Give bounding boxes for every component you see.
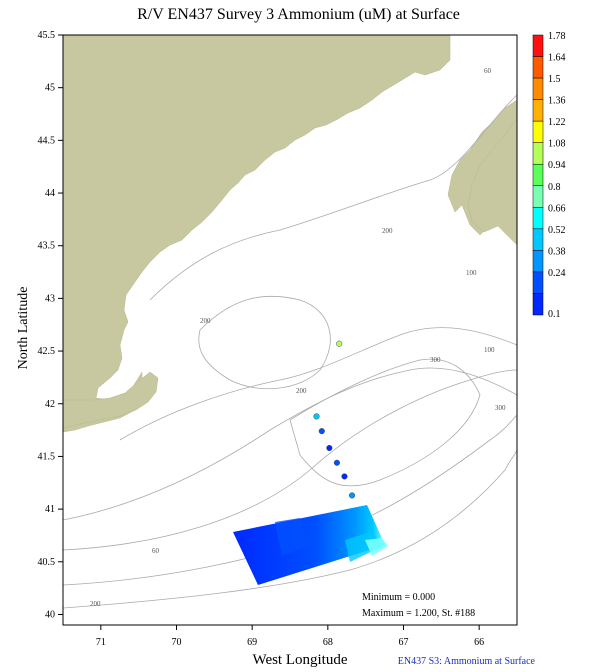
y-tick-label: 45 bbox=[45, 83, 55, 94]
contour-label: 200 bbox=[90, 600, 101, 608]
x-axis-label: West Longitude bbox=[252, 652, 348, 668]
colorbar-label: 0.66 bbox=[548, 203, 566, 214]
y-tick-label: 44.5 bbox=[38, 135, 56, 146]
colorbar-swatch bbox=[532, 34, 544, 57]
minimum-text: Minimum = 0.000 bbox=[362, 592, 435, 603]
land-cape-cod bbox=[63, 371, 159, 429]
station-point bbox=[313, 413, 320, 420]
colorbar-swatch bbox=[532, 142, 544, 165]
colorbar-label: 1.36 bbox=[548, 96, 566, 107]
y-tick-label: 44 bbox=[45, 188, 55, 199]
colorbar-swatch bbox=[532, 120, 544, 143]
y-tick-label: 42.5 bbox=[38, 346, 56, 357]
x-tick-label: 69 bbox=[247, 637, 257, 648]
contour-label: 60 bbox=[484, 67, 492, 75]
y-axis-ticks: 45.5 45 44.5 44 43.5 43 42.5 42 41.5 41 40.5 40 bbox=[38, 30, 63, 620]
contour-label: 60 bbox=[152, 547, 160, 555]
contour-label: 200 bbox=[200, 317, 211, 325]
colorbar-label: 0.24 bbox=[548, 268, 566, 279]
contour-label: 100 bbox=[484, 346, 495, 354]
x-tick-label: 71 bbox=[96, 637, 106, 648]
footer-caption: EN437 S3: Ammonium at Surface bbox=[397, 656, 535, 667]
colorbar-label: 0.94 bbox=[548, 160, 566, 171]
colorbar-swatch bbox=[532, 56, 544, 79]
maximum-text: Maximum = 1.200, St. #188 bbox=[362, 608, 475, 619]
y-tick-label: 41.5 bbox=[38, 451, 56, 462]
y-tick-label: 40.5 bbox=[38, 557, 56, 568]
colorbar-label: 1.64 bbox=[548, 53, 566, 64]
colorbar-swatch bbox=[532, 77, 544, 100]
y-tick-label: 41 bbox=[45, 504, 55, 515]
colorbar-label: 1.78 bbox=[548, 31, 566, 42]
colorbar-swatch bbox=[532, 185, 544, 208]
map-title: R/V EN437 Survey 3 Ammonium (uM) at Surf… bbox=[137, 6, 460, 23]
station-point bbox=[326, 444, 333, 452]
contour-label: 300 bbox=[495, 404, 506, 412]
colorbar-swatch bbox=[532, 271, 544, 294]
plot-frame bbox=[62, 34, 518, 626]
colorbar-swatch bbox=[532, 228, 544, 251]
colorbar-swatch bbox=[532, 163, 544, 187]
contour-label: 100 bbox=[466, 269, 477, 277]
colorbar-swatch bbox=[532, 207, 544, 230]
station-point bbox=[348, 492, 356, 499]
colorbar-label: 0.52 bbox=[548, 225, 566, 236]
y-tick-label: 40 bbox=[45, 609, 55, 620]
colorbar-label: 0.8 bbox=[548, 182, 561, 193]
contour-label: 200 bbox=[296, 387, 307, 395]
colorbar-label: 1.22 bbox=[548, 117, 566, 128]
colorbar-label: 1.08 bbox=[548, 139, 566, 150]
land-nova-scotia bbox=[467, 117, 517, 246]
colorbar-label: 1.5 bbox=[548, 74, 561, 85]
x-tick-label: 66 bbox=[474, 637, 484, 648]
y-tick-label: 43 bbox=[45, 293, 55, 304]
x-axis-ticks: 71 70 69 68 67 66 bbox=[96, 625, 484, 648]
x-tick-label: 68 bbox=[323, 637, 333, 648]
y-tick-label: 42 bbox=[45, 399, 55, 410]
colorbar-swatch bbox=[532, 293, 544, 316]
contour-label: 300 bbox=[430, 356, 441, 364]
station-point bbox=[318, 428, 325, 435]
x-tick-label: 67 bbox=[399, 637, 409, 648]
station-point bbox=[333, 459, 340, 466]
colorbar-label: 0.1 bbox=[548, 309, 561, 320]
colorbar: 1.78 1.64 1.5 1.36 1.22 1.08 0.94 0.8 0.66 0.52 0.… bbox=[532, 31, 566, 320]
y-tick-label: 45.5 bbox=[38, 30, 56, 41]
colorbar-label: 0.38 bbox=[548, 246, 566, 257]
colorbar-swatch bbox=[532, 250, 544, 273]
colorbar-swatch bbox=[532, 99, 544, 122]
y-tick-label: 43.5 bbox=[38, 241, 56, 252]
station-point bbox=[341, 473, 348, 480]
x-tick-label: 70 bbox=[172, 637, 182, 648]
ammonium-field bbox=[233, 505, 388, 585]
station-markers bbox=[313, 340, 356, 499]
station-point bbox=[336, 340, 343, 347]
contour-label: 200 bbox=[382, 227, 393, 235]
